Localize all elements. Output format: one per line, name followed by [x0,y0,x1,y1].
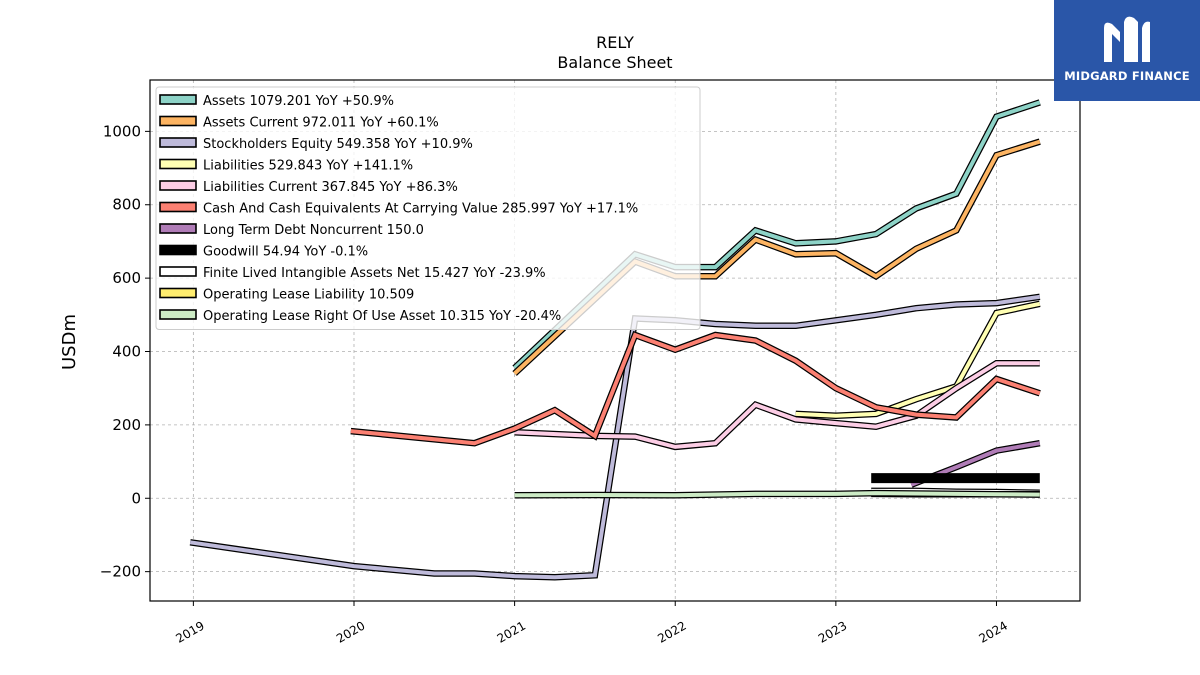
y-axis-label: USDm [59,314,80,370]
legend-entry-8: Finite Lived Intangible Assets Net 15.42… [159,266,546,281]
x-tick-label: 2020 [334,618,367,645]
legend: Assets 1079.201 YoY +50.9% Assets Current… [155,86,701,330]
legend-label: Assets 1079.201 YoY +50.9% [203,94,394,109]
legend-entry-4: Liabilities Current 367.845 YoY +86.3% [159,180,458,195]
legend-entry-1: Assets Current 972.011 YoY +60.1% [159,115,439,131]
legend-swatch [159,223,197,234]
logo-text: MIDGARD FINANCE [1064,69,1190,83]
x-tick-label: 2021 [495,618,528,645]
legend-swatch [159,266,197,277]
chart-title: RELY [596,33,634,52]
legend-entry-2: Stockholders Equity 549.358 YoY +10.9% [159,137,473,152]
chart-subtitle: Balance Sheet [557,53,672,72]
legend-label: Stockholders Equity 549.358 YoY +10.9% [203,137,473,152]
series-line-4 [514,359,1040,451]
y-tick-label: 0 [131,489,141,507]
legend-swatch [159,180,197,191]
legend-label: Operating Lease Liability 10.509 [203,288,414,303]
legend-entry-7: Goodwill 54.94 YoY -0.1% [159,244,368,260]
x-tick-label: 2024 [977,618,1010,645]
x-tick-label: 2023 [816,618,849,645]
legend-swatch [159,287,197,299]
plot-frame [149,79,1081,602]
legend-swatch [159,309,197,320]
series-line-10 [514,489,1040,499]
legend-label: Liabilities 529.843 YoY +141.1% [203,159,413,174]
x-tick-label: 2022 [655,618,688,645]
y-tick-label: 800 [112,196,141,214]
legend-swatch [159,137,197,148]
y-tick-label: 1000 [103,122,141,140]
legend-swatch [159,201,197,213]
y-tick-label: 200 [112,416,141,434]
legend-swatch [159,244,197,256]
legend-entry-9: Operating Lease Liability 10.509 [159,287,414,303]
series-line-3 [795,300,1041,419]
legend-label: Operating Lease Right Of Use Asset 10.31… [203,309,561,324]
series-line-5 [350,330,1041,447]
legend-label: Assets Current 972.011 YoY +60.1% [203,116,439,131]
x-axis-ticks: 2019 2020 2021 2022 2023 2024 [173,601,1010,646]
midgard-m-icon [1104,16,1150,63]
legend-label: Goodwill 54.94 YoY -0.1% [203,245,368,260]
x-tick-label: 2019 [173,618,206,645]
legend-entry-5: Cash And Cash Equivalents At Carrying Va… [159,201,638,217]
legend-label: Long Term Debt Noncurrent 150.0 [203,223,424,238]
legend-swatch [159,94,197,105]
midgard-finance-logo: MIDGARD FINANCE [1054,0,1200,101]
y-axis-ticks: −200 0 200 400 600 800 1000 [100,122,150,581]
legend-label: Finite Lived Intangible Assets Net 15.42… [203,266,546,281]
legend-entry-10: Operating Lease Right Of Use Asset 10.31… [159,309,561,324]
legend-swatch [159,158,197,170]
legend-label: Liabilities Current 367.845 YoY +86.3% [203,180,458,195]
y-tick-label: −200 [100,563,141,581]
legend-label: Cash And Cash Equivalents At Carrying Va… [203,202,638,217]
y-tick-label: 400 [112,343,141,361]
legend-swatch [159,115,197,127]
legend-entry-0: Assets 1079.201 YoY +50.9% [159,94,394,109]
legend-box [155,86,701,330]
legend-entry-6: Long Term Debt Noncurrent 150.0 [159,223,424,238]
y-tick-label: 600 [112,269,141,287]
legend-entry-3: Liabilities 529.843 YoY +141.1% [159,158,413,174]
